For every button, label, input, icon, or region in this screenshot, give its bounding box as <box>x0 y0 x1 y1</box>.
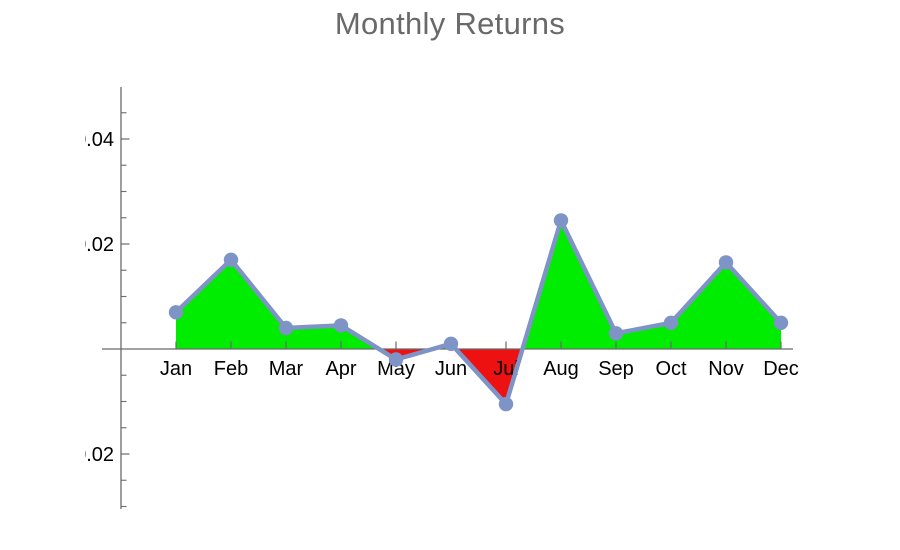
chart-title: Monthly Returns <box>334 6 566 41</box>
x-axis-label-jun: Jun <box>435 358 467 380</box>
x-axis-label-nov: Nov <box>708 358 744 380</box>
data-point-apr <box>333 318 349 333</box>
y-axis-tick-label: -0.02 <box>68 444 114 466</box>
y-axis-tick-label: 0.04 <box>75 129 114 151</box>
data-point-jul <box>498 396 514 412</box>
data-point-nov <box>718 255 734 270</box>
x-axis-label-dec: Dec <box>763 358 799 380</box>
data-point-oct <box>663 315 679 330</box>
data-point-aug <box>553 213 569 228</box>
area-fill-positive <box>522 220 781 349</box>
y-axis-tick-label: 0.02 <box>75 234 114 256</box>
data-point-dec <box>773 315 789 330</box>
area-fill-negative <box>455 349 523 405</box>
data-point-feb <box>223 252 239 267</box>
x-axis-label-jan: Jan <box>160 358 192 380</box>
x-axis-label-apr: Apr <box>325 358 356 380</box>
x-axis-label-oct: Oct <box>655 358 687 380</box>
x-axis-label-aug: Aug <box>543 358 579 380</box>
data-point-mar <box>278 320 294 336</box>
data-point-jun <box>443 336 459 351</box>
x-axis-label-sep: Sep <box>598 358 634 380</box>
x-axis-label-jul: Jul <box>493 358 519 380</box>
area-fill-positive <box>176 259 380 349</box>
series-line <box>173 218 784 407</box>
x-axis-label-feb: Feb <box>214 358 248 380</box>
x-axis-label-may: May <box>377 358 415 380</box>
data-point-jan <box>168 305 184 320</box>
y-axis-labels: 0.04 0.02 -0.02 <box>68 129 114 466</box>
data-point-sep <box>608 326 624 341</box>
x-axis-label-mar: Mar <box>269 358 304 380</box>
data-point-may <box>388 352 404 367</box>
